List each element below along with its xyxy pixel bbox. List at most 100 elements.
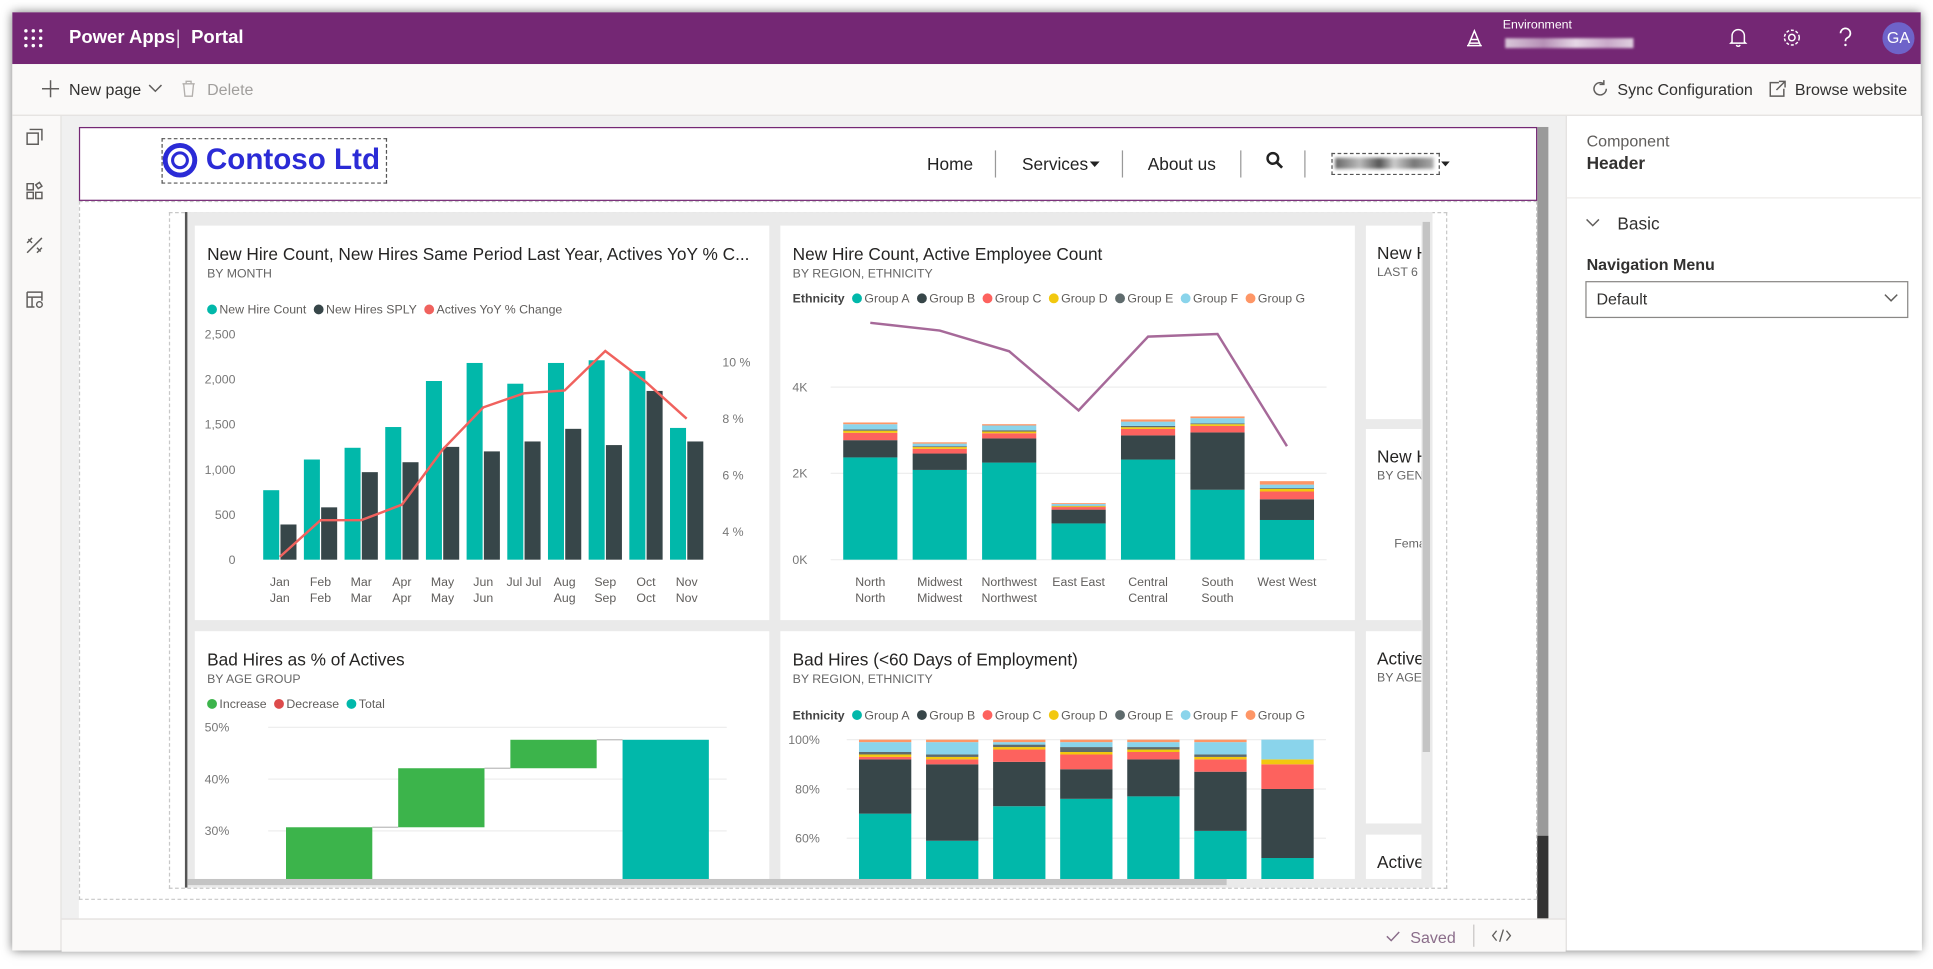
- avatar[interactable]: GA: [1882, 22, 1915, 55]
- bar-segment: [1127, 796, 1180, 879]
- bar-segment: [843, 440, 898, 458]
- bar-segment: [1261, 759, 1314, 765]
- legend-swatch: [1048, 293, 1059, 304]
- bar: [466, 362, 483, 560]
- bar-segment: [1259, 481, 1315, 485]
- dashboard-hscrollbar[interactable]: [187, 878, 1227, 886]
- x-tick-label: East East: [1052, 575, 1105, 589]
- bar: [687, 441, 704, 560]
- x-tick-label: Oct: [636, 575, 656, 589]
- page-scrollbar-thumb[interactable]: [1537, 835, 1549, 919]
- waterfall-bar: [622, 739, 709, 879]
- pages-icon[interactable]: [25, 127, 45, 147]
- bar-segment: [1127, 749, 1180, 752]
- bar-segment: [1127, 751, 1180, 760]
- panel-section[interactable]: Basic: [1617, 213, 1660, 233]
- chevron-down[interactable]: [148, 84, 163, 94]
- bar-segment: [912, 446, 967, 448]
- bar: [646, 390, 663, 560]
- delete-button[interactable]: Delete: [207, 80, 254, 99]
- tile-label: Fema: [1394, 537, 1421, 552]
- bar: [483, 451, 500, 560]
- bar-segment: [1120, 459, 1176, 560]
- bar: [565, 428, 582, 560]
- section-chevron[interactable]: [1585, 218, 1600, 228]
- user-caret[interactable]: [1441, 161, 1450, 167]
- y2-tick-label: 6 %: [722, 468, 743, 482]
- code-editor-icon[interactable]: [1491, 928, 1512, 943]
- x-tick-label: North: [855, 575, 885, 589]
- y-tick-label: 100%: [788, 733, 820, 747]
- bar: [385, 427, 402, 560]
- bar: [588, 360, 605, 560]
- app-section: Portal: [191, 27, 244, 49]
- bar-segment: [1190, 432, 1245, 490]
- bar-segment: [993, 739, 1046, 743]
- bar-segment: [1259, 484, 1315, 489]
- side-tile: Active: [1365, 834, 1422, 879]
- navigation-menu-dropdown[interactable]: [1585, 281, 1909, 319]
- legend-swatch: [982, 293, 993, 304]
- bar-segment: [993, 747, 1046, 750]
- bar-segment: [993, 806, 1046, 879]
- nav-divider: [1304, 150, 1306, 178]
- x-tick-label: Oct: [636, 591, 656, 605]
- sync-configuration-button[interactable]: Sync Configuration: [1617, 80, 1753, 99]
- environment-icon[interactable]: [1465, 28, 1485, 48]
- waterfall-bar: [286, 827, 373, 879]
- bar-segment: [1060, 754, 1113, 770]
- bar-segment: [1051, 506, 1106, 508]
- y-tick-label: 2,500: [205, 327, 236, 341]
- dropdown-chevron[interactable]: [1884, 293, 1899, 303]
- y2-tick-label: 4 %: [722, 525, 743, 539]
- nav-caret[interactable]: [1089, 161, 1100, 168]
- notifications-icon[interactable]: [1728, 27, 1748, 48]
- y-tick-label: 0: [229, 553, 236, 567]
- bar-segment: [858, 813, 912, 879]
- site-logo[interactable]: Contoso Ltd: [205, 143, 381, 177]
- bar-segment: [1127, 742, 1180, 748]
- tile-title: Active: [1377, 851, 1422, 872]
- y2-tick-label: 10 %: [722, 356, 750, 370]
- bar-segment: [1194, 771, 1247, 831]
- environment-label: Environment: [1502, 18, 1572, 33]
- bar-segment: [1127, 739, 1180, 743]
- dashboard-scrollbar[interactable]: [1422, 221, 1431, 752]
- settings-icon[interactable]: [1781, 27, 1802, 48]
- legend-label: Group D: [1061, 292, 1108, 306]
- chart-subtitle: BY MONTH: [207, 266, 272, 280]
- search-icon[interactable]: [1266, 151, 1284, 169]
- x-tick-label: Northwest: [981, 575, 1037, 589]
- x-tick-label: Nov: [676, 591, 699, 605]
- bar-segment: [1120, 435, 1176, 460]
- bar-segment: [858, 739, 912, 743]
- new-page-button[interactable]: New page: [69, 80, 142, 99]
- app-launcher[interactable]: [23, 28, 43, 48]
- legend-label: New Hires SPLY: [326, 303, 417, 317]
- x-tick-label: Jan: [270, 575, 290, 589]
- x-tick-label: Feb: [310, 575, 331, 589]
- user-name-blurred[interactable]: [1335, 157, 1434, 169]
- bar-segment: [993, 742, 1046, 745]
- nav-item[interactable]: Services: [1021, 154, 1089, 174]
- bar-segment: [926, 764, 979, 841]
- nav-item[interactable]: About us: [1147, 154, 1216, 174]
- templates-icon[interactable]: [25, 290, 45, 310]
- tile-title: New H: [1377, 242, 1421, 263]
- legend-label: Actives YoY % Change: [437, 303, 563, 317]
- legend-label: Group A: [864, 708, 910, 722]
- nav-item[interactable]: Home: [927, 154, 974, 174]
- separator: [177, 29, 179, 49]
- browse-website-button[interactable]: Browse website: [1794, 80, 1908, 99]
- themes-icon[interactable]: [25, 235, 45, 255]
- y-tick-label: 0K: [792, 553, 808, 567]
- site-header[interactable]: [78, 126, 1538, 201]
- bar-segment: [1120, 427, 1176, 429]
- bar-segment: [843, 430, 898, 433]
- bar-segment: [1051, 507, 1106, 510]
- components-icon[interactable]: [25, 181, 45, 201]
- bar-segment: [1060, 739, 1113, 743]
- bar-segment: [926, 759, 979, 765]
- legend-swatch: [207, 304, 217, 315]
- help-icon[interactable]: [1837, 27, 1854, 48]
